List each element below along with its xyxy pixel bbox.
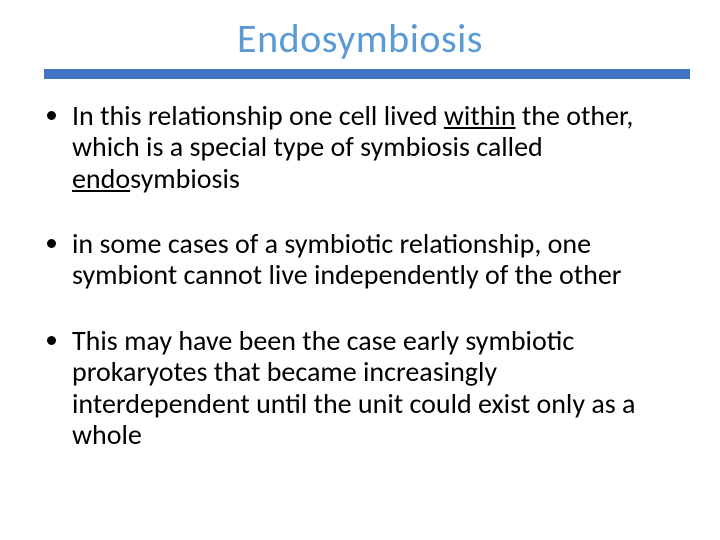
bullet-item: in some cases of a symbiotic relationshi… (72, 228, 674, 291)
slide-title: Endosymbiosis (0, 14, 720, 63)
bullet-item: This may have been the case early symbio… (72, 325, 674, 450)
bullet-underline: endo (72, 161, 130, 196)
bullet-underline: within (444, 98, 516, 133)
title-underline (44, 69, 690, 79)
title-block: Endosymbiosis (0, 14, 720, 79)
content-area: In this relationship one cell lived with… (44, 100, 674, 450)
bullet-text: This may have been the case early symbio… (72, 323, 635, 452)
bullet-text: in some cases of a symbiotic relationshi… (72, 226, 622, 292)
bullet-text: In this relationship one cell lived (72, 98, 444, 133)
bullet-text: symbiosis (130, 161, 240, 196)
bullet-list: In this relationship one cell lived with… (44, 100, 674, 450)
slide: Endosymbiosis In this relationship one c… (0, 0, 720, 540)
bullet-item: In this relationship one cell lived with… (72, 100, 674, 194)
